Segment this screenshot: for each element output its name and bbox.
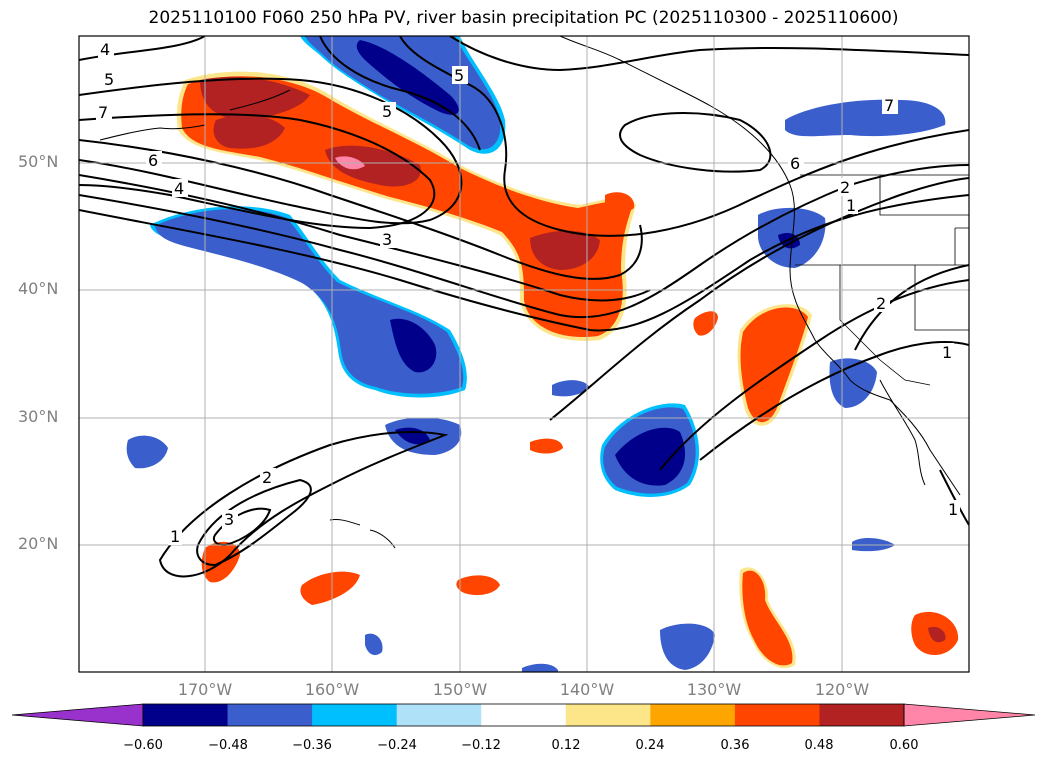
contour-label: 5 [382, 102, 392, 121]
colorbar-swatch [312, 704, 398, 726]
contour-label: 3 [224, 510, 234, 529]
colorbar-tick: −0.36 [292, 738, 332, 753]
lon-label: 160°W [304, 680, 360, 699]
lon-label: 140°W [559, 680, 615, 699]
contour-labels: 4 5 7 6 4 3 5 5 7 6 2 1 2 1 2 3 1 1 [96, 40, 960, 546]
colorbar-tick: −0.48 [208, 738, 248, 753]
borders [795, 174, 969, 386]
contour-label: 4 [100, 40, 110, 59]
contour-label: 1 [948, 500, 958, 519]
contour-label: 5 [454, 66, 464, 85]
colorbar-tick: −0.12 [461, 738, 501, 753]
contour-label: 1 [846, 196, 856, 215]
lat-label: 40°N [18, 279, 59, 298]
graticule [79, 36, 969, 672]
contour-label: 6 [148, 151, 158, 170]
colorbar-swatch [734, 704, 820, 726]
lon-label: 120°W [814, 680, 870, 699]
colorbar-swatch [565, 704, 651, 726]
colorbar-swatch [650, 704, 736, 726]
map-title: 2025110100 F060 250 hPa PV, river basin … [148, 8, 899, 28]
colorbar-tick: 0.12 [551, 738, 581, 753]
lon-label: 130°W [686, 680, 742, 699]
map-frame [78, 35, 970, 673]
colorbar-extend-low [11, 703, 144, 727]
colorbar-swatch [396, 704, 482, 726]
contour-label: 3 [382, 230, 392, 249]
colorbar [11, 703, 1036, 727]
contour-label: 6 [790, 154, 800, 173]
colorbar-extend-high [903, 703, 1036, 727]
contour-label: 1 [170, 527, 180, 546]
colorbar-tick: 0.60 [889, 738, 919, 753]
coastlines [99, 36, 961, 549]
precip-negative-areas [126, 36, 946, 672]
precip-positive-areas [176, 71, 959, 669]
colorbar-swatch [481, 704, 567, 726]
colorbar-swatch [143, 704, 229, 726]
lat-label: 30°N [18, 407, 59, 426]
colorbar-swatch [819, 704, 905, 726]
colorbar-tick: −0.24 [377, 738, 417, 753]
contour-label: 2 [876, 294, 886, 313]
colorbar-tick: 0.48 [804, 738, 834, 753]
contour-label: 5 [104, 70, 114, 89]
lon-label: 170°W [177, 680, 233, 699]
contour-label: 2 [262, 468, 272, 487]
pv-contours [79, 36, 969, 578]
colorbar-swatch [227, 704, 313, 726]
colorbar-tick: −0.60 [123, 738, 163, 753]
contour-label: 7 [884, 96, 894, 115]
lon-label: 150°W [432, 680, 488, 699]
colorbar-tick: 0.24 [635, 738, 665, 753]
contour-label: 2 [840, 178, 850, 197]
colorbar-tick: 0.36 [720, 738, 750, 753]
colorbar-border [142, 703, 905, 727]
lat-label: 20°N [18, 534, 59, 553]
contour-label: 7 [98, 103, 108, 122]
lat-label: 50°N [18, 152, 59, 171]
contour-label: 4 [174, 179, 184, 198]
contour-label: 1 [942, 343, 952, 362]
